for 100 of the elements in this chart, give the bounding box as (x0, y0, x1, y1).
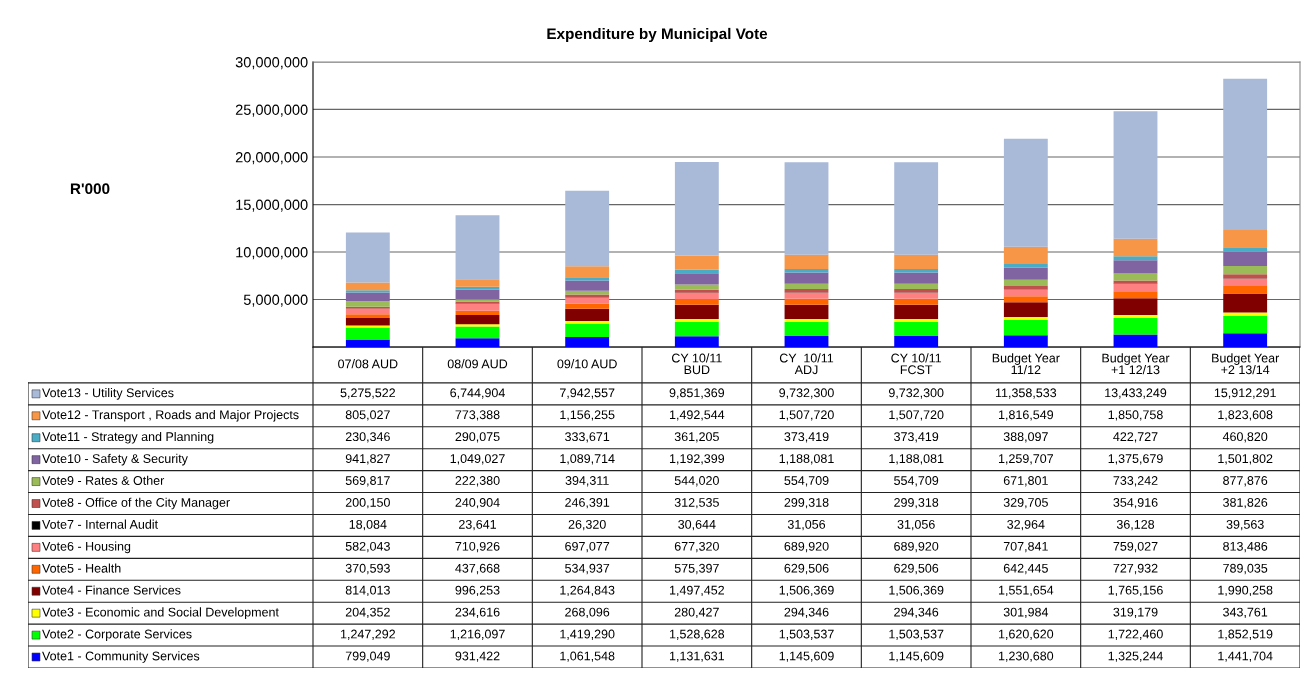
data-label: 240,904 (455, 498, 500, 509)
data-label: 582,043 (345, 541, 390, 553)
data-label: 773,388 (455, 410, 500, 421)
data-label: 1,230,680 (998, 651, 1054, 662)
legend-label: Vote10 - Safety & Security (42, 453, 188, 466)
data-label: 299,318 (894, 498, 939, 509)
x-tick-label: CY 10/11 FCST (891, 353, 942, 375)
data-label: 294,346 (894, 607, 939, 618)
data-label: 996,253 (455, 585, 500, 597)
data-label: 222,380 (455, 476, 500, 487)
data-label: 31,056 (787, 519, 826, 531)
data-label: 1,259,707 (998, 454, 1054, 465)
data-label: 629,506 (894, 563, 939, 575)
data-label: 1,990,258 (1218, 585, 1273, 597)
data-label: 759,027 (1113, 541, 1158, 553)
legend-label: Vote4 - Finance Services (42, 585, 181, 595)
data-label: 1,216,097 (450, 629, 505, 640)
data-label: 354,916 (1113, 498, 1158, 509)
data-label: 544,020 (674, 476, 719, 487)
data-label: 1,375,679 (1108, 454, 1163, 465)
data-label: 1,551,654 (998, 585, 1054, 597)
data-label: 5,275,522 (340, 388, 396, 399)
data-label: 1,264,843 (560, 585, 615, 597)
data-label: 789,035 (1223, 563, 1268, 575)
y-tick-label: 25,000,000 (235, 104, 308, 117)
data-label: 204,352 (345, 607, 390, 618)
data-label: 733,242 (1113, 476, 1158, 487)
legend-label: Vote9 - Rates & Other (42, 475, 165, 485)
data-label: 877,876 (1223, 476, 1268, 487)
data-label: 1,852,519 (1218, 629, 1273, 640)
x-tick-label: CY 10/11 BUD (671, 353, 722, 375)
x-tick-label: Budget Year 11/12 (992, 353, 1060, 375)
data-label: 1,145,609 (779, 651, 834, 662)
data-label: 1,325,244 (1108, 651, 1163, 662)
data-label: 1,507,720 (889, 410, 944, 421)
data-label: 671,801 (1003, 476, 1048, 487)
data-label: 1,823,608 (1218, 410, 1273, 421)
x-tick-label: 07/08 AUD (338, 359, 398, 369)
data-label: 1,506,369 (889, 585, 944, 597)
data-label: 394,311 (565, 476, 609, 487)
data-label: 319,179 (1113, 607, 1158, 618)
data-label: 9,732,300 (779, 388, 834, 399)
data-label: 534,937 (565, 563, 610, 575)
data-label: 805,027 (345, 410, 390, 421)
data-label: 9,851,369 (669, 388, 725, 399)
data-label: 39,563 (1226, 519, 1264, 531)
legend-label: Vote13 - Utility Services (42, 388, 174, 400)
legend-label: Vote5 - Health (42, 563, 121, 573)
data-label: 1,419,290 (560, 629, 615, 640)
data-label: 460,820 (1222, 432, 1268, 443)
data-label: 642,445 (1003, 563, 1048, 575)
data-label: 799,049 (345, 651, 390, 662)
data-label: 373,419 (894, 432, 939, 443)
data-label: 554,709 (894, 476, 939, 487)
data-label: 1,192,399 (669, 454, 725, 465)
data-label: 301,984 (1003, 607, 1049, 618)
legend-label: Vote3 - Economic and Social Development (42, 607, 279, 619)
data-label: 9,732,300 (888, 388, 944, 399)
data-label: 1,765,156 (1108, 585, 1163, 597)
data-label: 941,827 (345, 454, 390, 465)
data-label: 1,156,255 (560, 410, 615, 421)
data-label: 1,441,704 (1218, 651, 1273, 662)
data-label: 200,150 (345, 498, 390, 509)
data-label: 1,501,802 (1218, 454, 1273, 465)
legend-label: Vote12 - Transport , Roads and Major Projects (42, 409, 299, 422)
data-label: 246,391 (565, 498, 610, 509)
data-label: 381,826 (1223, 498, 1268, 509)
data-label: 7,942,557 (560, 388, 615, 399)
data-label: 333,671 (565, 432, 610, 443)
data-label: 710,926 (455, 541, 500, 553)
data-label: 1,188,081 (779, 454, 834, 465)
data-label: 1,492,544 (669, 410, 725, 421)
data-label: 36,128 (1116, 519, 1155, 531)
data-label: 343,761 (1223, 607, 1268, 618)
data-label: 6,744,904 (450, 388, 505, 399)
data-label: 312,535 (674, 498, 719, 509)
data-label: 13,433,249 (1105, 388, 1167, 399)
data-label: 1,131,631 (669, 651, 725, 662)
x-tick-label: Budget Year +2 13/14 (1212, 353, 1280, 375)
data-label: 15,912,291 (1214, 388, 1276, 399)
text: R'000 (70, 183, 110, 195)
y-tick-label: 15,000,000 (236, 199, 308, 212)
data-label: 689,920 (894, 541, 939, 553)
x-tick-label: 09/10 AUD (557, 359, 617, 369)
data-label: 1,188,081 (889, 454, 944, 465)
data-label: 689,920 (784, 541, 829, 553)
data-label: 1,528,628 (669, 629, 725, 640)
data-label: 32,964 (1007, 519, 1045, 531)
data-label: 931,422 (455, 651, 500, 662)
legend-label: Vote2 - Corporate Services (42, 629, 192, 641)
data-label: 388,097 (1003, 432, 1048, 443)
data-label: 299,318 (784, 498, 829, 509)
x-tick-label: 08/09 AUD (447, 359, 508, 369)
data-label: 26,320 (568, 519, 606, 531)
data-label: 31,056 (897, 519, 935, 531)
data-label: 813,486 (1223, 541, 1268, 553)
data-label: 373,419 (784, 432, 829, 443)
data-label: 1,850,758 (1108, 410, 1163, 421)
data-label: 697,077 (565, 541, 610, 553)
data-label: 230,346 (345, 432, 390, 443)
